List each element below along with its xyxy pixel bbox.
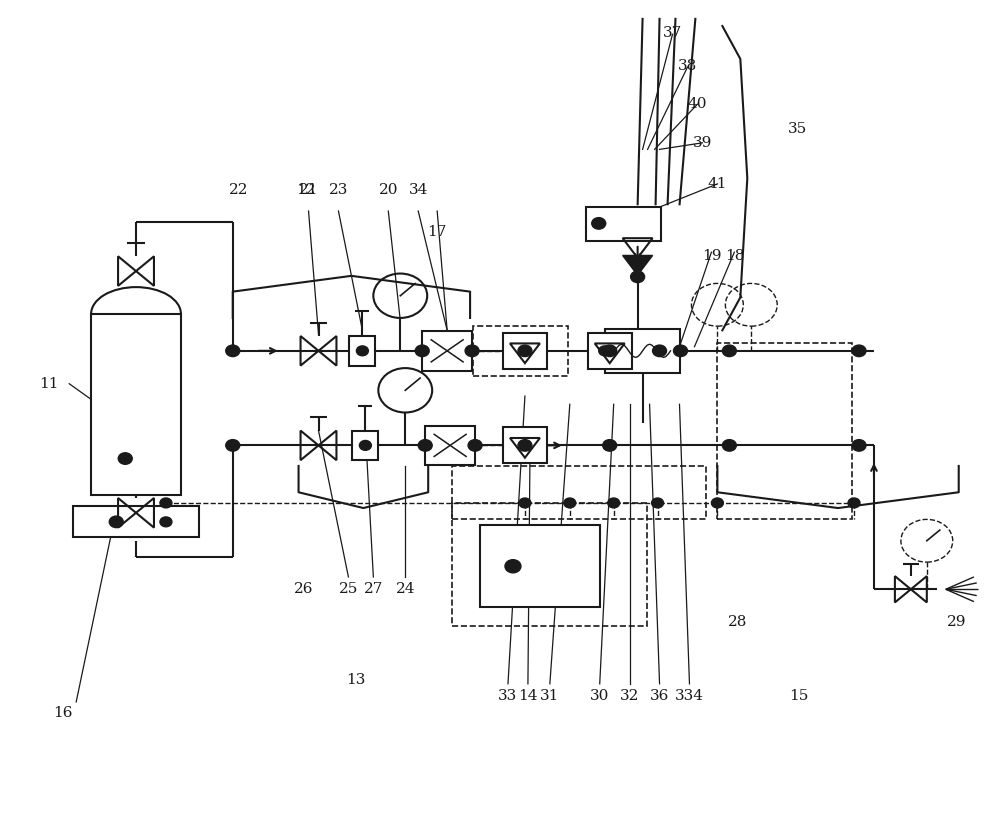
- Circle shape: [848, 498, 860, 508]
- Text: 12: 12: [296, 183, 315, 197]
- Text: 334: 334: [675, 689, 704, 703]
- Bar: [452, 503, 647, 626]
- Text: 28: 28: [728, 615, 747, 629]
- Text: 22: 22: [229, 183, 248, 197]
- Text: 18: 18: [725, 249, 744, 263]
- Text: 40: 40: [688, 97, 707, 111]
- Text: 14: 14: [518, 689, 538, 703]
- Text: 19: 19: [702, 249, 721, 263]
- Circle shape: [160, 517, 172, 527]
- Bar: [588, 332, 632, 369]
- Circle shape: [465, 345, 479, 356]
- Circle shape: [356, 346, 368, 356]
- Circle shape: [359, 441, 371, 450]
- Bar: [503, 332, 547, 369]
- Bar: [480, 526, 600, 607]
- Circle shape: [415, 345, 429, 356]
- Circle shape: [608, 498, 620, 508]
- Bar: [717, 342, 852, 520]
- Circle shape: [852, 440, 866, 451]
- Circle shape: [599, 346, 611, 356]
- Text: 36: 36: [650, 689, 669, 703]
- Circle shape: [118, 453, 132, 464]
- Text: 39: 39: [693, 136, 712, 150]
- Text: 20: 20: [379, 183, 398, 197]
- Text: 34: 34: [409, 183, 428, 197]
- Text: 25: 25: [339, 582, 358, 596]
- Text: 32: 32: [620, 689, 639, 703]
- Circle shape: [518, 440, 532, 451]
- Text: 37: 37: [663, 26, 682, 40]
- Circle shape: [518, 345, 532, 356]
- Bar: [425, 426, 475, 465]
- Circle shape: [652, 498, 664, 508]
- Text: 17: 17: [427, 224, 447, 238]
- Text: 16: 16: [53, 705, 73, 719]
- Text: 27: 27: [364, 582, 383, 596]
- Bar: [473, 326, 568, 375]
- Bar: [422, 331, 472, 370]
- Circle shape: [674, 345, 687, 356]
- Circle shape: [519, 498, 531, 508]
- Bar: [349, 336, 375, 365]
- Text: 24: 24: [396, 582, 415, 596]
- Text: 41: 41: [708, 177, 727, 191]
- Bar: [503, 427, 547, 464]
- Text: 31: 31: [540, 689, 560, 703]
- Text: 29: 29: [947, 615, 966, 629]
- Circle shape: [722, 440, 736, 451]
- Circle shape: [226, 440, 240, 451]
- Circle shape: [631, 271, 645, 283]
- Circle shape: [564, 498, 576, 508]
- Circle shape: [603, 440, 617, 451]
- Bar: [586, 207, 661, 242]
- Circle shape: [418, 440, 432, 451]
- Circle shape: [592, 218, 606, 229]
- Circle shape: [653, 345, 667, 356]
- Bar: [452, 466, 706, 520]
- Circle shape: [505, 559, 521, 573]
- Circle shape: [160, 498, 172, 508]
- Text: 13: 13: [346, 672, 365, 686]
- Circle shape: [852, 345, 866, 356]
- Bar: [352, 431, 378, 460]
- Circle shape: [109, 516, 123, 528]
- Polygon shape: [623, 256, 653, 276]
- Text: 21: 21: [299, 183, 318, 197]
- Text: 15: 15: [789, 689, 809, 703]
- Text: 33: 33: [498, 689, 518, 703]
- Circle shape: [226, 345, 240, 356]
- Text: 26: 26: [294, 582, 313, 596]
- Circle shape: [711, 498, 723, 508]
- Bar: [91, 314, 181, 495]
- Circle shape: [603, 345, 617, 356]
- Bar: [73, 507, 199, 537]
- Text: 38: 38: [678, 59, 697, 73]
- Bar: [605, 328, 680, 373]
- Text: 11: 11: [40, 377, 59, 391]
- Circle shape: [722, 345, 736, 356]
- Text: 35: 35: [788, 122, 807, 136]
- Text: 23: 23: [329, 183, 348, 197]
- Text: 30: 30: [590, 689, 609, 703]
- Circle shape: [468, 440, 482, 451]
